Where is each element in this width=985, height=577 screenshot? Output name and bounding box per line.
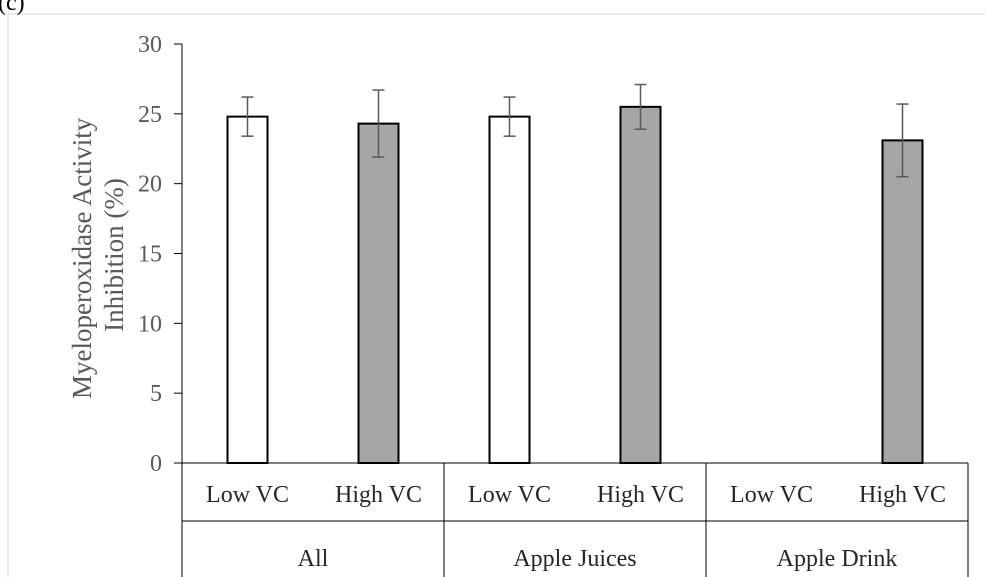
y-tick-label: 5 xyxy=(150,381,162,407)
bar xyxy=(226,115,269,464)
category-label: Low VC xyxy=(206,482,289,508)
bar xyxy=(881,139,924,464)
y-axis-label: Myeloperoxidase Activity Inhibition (%) xyxy=(67,111,129,399)
group-label: Apple Drink xyxy=(777,546,898,572)
y-axis-label-line-2: Inhibition (%) xyxy=(99,178,129,332)
axes xyxy=(181,44,969,577)
y-axis-ticks: 0 5 10 15 20 25 30 xyxy=(138,32,182,477)
y-tick-label: 10 xyxy=(138,311,162,337)
panel-label: (c) xyxy=(0,0,25,16)
bars xyxy=(226,83,924,465)
group-label: Apple Juices xyxy=(513,546,636,572)
category-label: High VC xyxy=(335,482,422,508)
y-tick-label: 15 xyxy=(138,242,162,268)
y-tick-label: 30 xyxy=(138,32,162,58)
category-label: Low VC xyxy=(468,482,551,508)
x-axis-labels: Low VC High VC Low VC High VC Low VC High VC A… xyxy=(206,482,946,572)
chart-frame xyxy=(7,13,985,577)
bar xyxy=(357,122,400,465)
y-tick-label: 20 xyxy=(138,172,162,198)
category-label: High VC xyxy=(597,482,684,508)
y-axis-label-line-1: Myeloperoxidase Activity xyxy=(67,117,97,399)
category-label: High VC xyxy=(859,482,946,508)
bar xyxy=(488,115,531,464)
group-label: All xyxy=(298,546,329,572)
y-tick-label: 0 xyxy=(150,451,162,477)
bar xyxy=(619,105,662,464)
y-tick-label: 25 xyxy=(138,102,162,128)
category-label: Low VC xyxy=(730,482,813,508)
